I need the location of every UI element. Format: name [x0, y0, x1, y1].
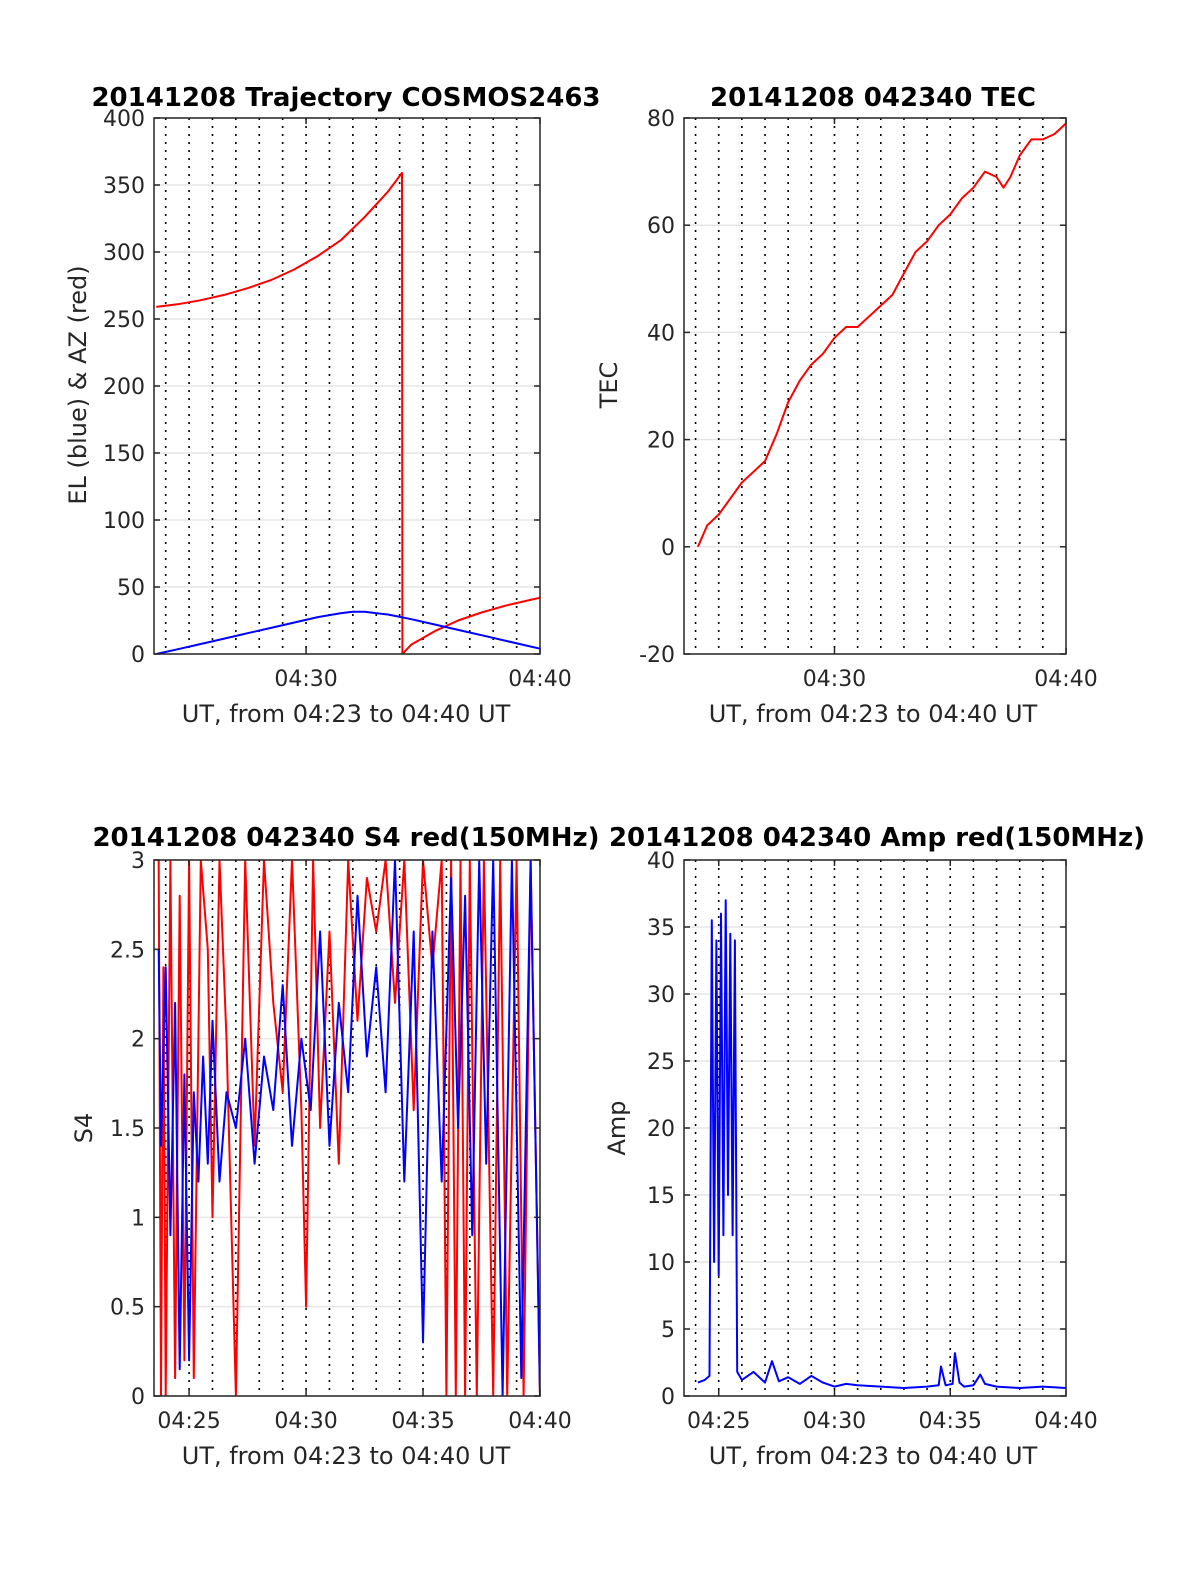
trajectory-ytick-label: 350: [103, 174, 145, 199]
s4-series-s4_red: [157, 860, 540, 1396]
amp-ytick-label: 5: [661, 1318, 675, 1343]
tec-panel: 20141208 042340 TEC UT, from 04:23 to 04…: [595, 83, 1098, 728]
amp-series-amp: [697, 899, 1066, 1389]
tec-ytick-label: 40: [647, 321, 675, 346]
s4-title: 20141208 042340 S4 red(150MHz): [92, 823, 599, 853]
tec-xlabel: UT, from 04:23 to 04:40 UT: [709, 700, 1038, 728]
tec-ytick-label: 20: [647, 429, 675, 454]
tec-title: 20141208 042340 TEC: [710, 83, 1036, 113]
s4-ytick-label: 3: [131, 849, 145, 874]
trajectory-xlabel: UT, from 04:23 to 04:40 UT: [182, 700, 511, 728]
s4-ytick-label: 2.5: [110, 938, 145, 963]
amp-xtick-label: 04:25: [687, 1409, 750, 1434]
amp-title: 20141208 042340 Amp red(150MHz): [609, 823, 1145, 853]
amp-ytick-label: 10: [647, 1251, 675, 1276]
tec-ytick-label: 0: [661, 536, 675, 561]
s4-xtick-label: 04:35: [391, 1409, 454, 1434]
trajectory-ytick-label: 250: [103, 308, 145, 333]
s4-xlabel: UT, from 04:23 to 04:40 UT: [182, 1442, 511, 1470]
trajectory-panel: 20141208 Trajectory COSMOS2463 UT, from …: [64, 83, 601, 728]
s4-ylabel: S4: [70, 1113, 98, 1144]
s4-xtick-label: 04:40: [508, 1409, 571, 1434]
trajectory-title: 20141208 Trajectory COSMOS2463: [91, 83, 600, 113]
amp-ytick-label: 40: [647, 849, 675, 874]
amp-ytick-label: 35: [647, 916, 675, 941]
trajectory-ytick-label: 50: [117, 576, 145, 601]
trajectory-xtick-label: 04:30: [274, 667, 337, 692]
amp-ylabel: Amp: [603, 1100, 631, 1155]
trajectory-ylabel: EL (blue) & AZ (red): [64, 265, 92, 504]
tec-ytick-label: 80: [647, 107, 675, 132]
amp-xtick-label: 04:30: [803, 1409, 866, 1434]
trajectory-series-elevation: [156, 610, 540, 654]
trajectory-xtick-label: 04:40: [508, 667, 571, 692]
trajectory-ytick-label: 0: [131, 643, 145, 668]
s4-ytick-label: 0.5: [110, 1296, 145, 1321]
tec-ylabel: TEC: [595, 362, 623, 410]
s4-ytick-label: 0: [131, 1385, 145, 1410]
s4-panel: 20141208 042340 S4 red(150MHz) UT, from …: [70, 823, 600, 1470]
amp-xlabel: UT, from 04:23 to 04:40 UT: [709, 1442, 1038, 1470]
tec-ytick-label: 60: [647, 214, 675, 239]
amp-ytick-label: 15: [647, 1184, 675, 1209]
trajectory-ytick-label: 150: [103, 442, 145, 467]
amp-ytick-label: 0: [661, 1385, 675, 1410]
s4-xtick-label: 04:25: [157, 1409, 220, 1434]
amp-ytick-label: 30: [647, 983, 675, 1008]
amp-ytick-label: 20: [647, 1117, 675, 1142]
tec-xtick-label: 04:30: [803, 667, 866, 692]
s4-ytick-label: 1.5: [110, 1117, 145, 1142]
trajectory-ytick-label: 200: [103, 375, 145, 400]
s4-ytick-label: 2: [131, 1028, 145, 1053]
trajectory-ytick-label: 100: [103, 509, 145, 534]
amp-panel: 20141208 042340 Amp red(150MHz) UT, from…: [603, 823, 1145, 1470]
s4-ytick-label: 1: [131, 1206, 145, 1231]
amp-xtick-label: 04:35: [919, 1409, 982, 1434]
amp-ytick-label: 25: [647, 1050, 675, 1075]
tec-axes-box: [683, 117, 1067, 655]
trajectory-series-azimuth: [156, 171, 540, 654]
s4-series-s4_blue: [157, 860, 540, 1396]
tec-ytick-label: -20: [639, 643, 675, 668]
trajectory-ytick-label: 400: [103, 107, 145, 132]
tec-xtick-label: 04:40: [1034, 667, 1097, 692]
trajectory-ytick-label: 300: [103, 241, 145, 266]
tec-series-tec: [696, 122, 1066, 548]
amp-xtick-label: 04:40: [1034, 1409, 1097, 1434]
s4-xtick-label: 04:30: [274, 1409, 337, 1434]
